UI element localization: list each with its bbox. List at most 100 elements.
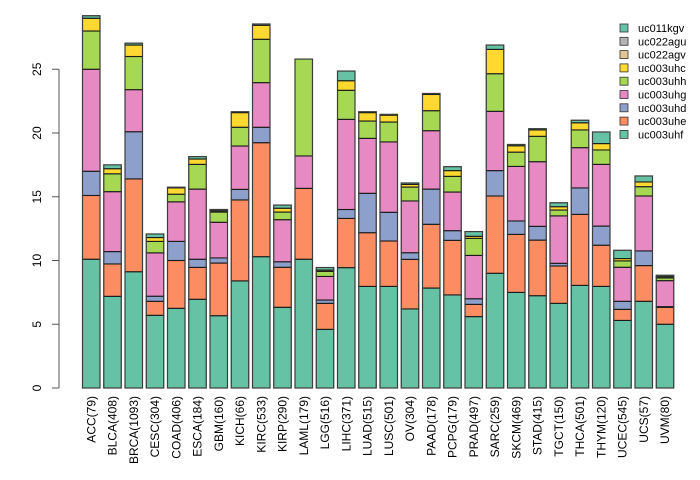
bar-segment-uc003uhg-stad (528, 161, 547, 227)
bar-segment-uc003uhd-esca (188, 258, 207, 268)
legend-label-uc003uhf: uc003uhf (638, 129, 684, 141)
bar-segment-uc003uhf-lusc (379, 285, 399, 389)
bar-outline (124, 42, 144, 389)
bar-segment-uc003uhc-blca (103, 168, 122, 175)
bar-segment-uc003uhe-lgg (315, 302, 335, 330)
bar-segment-uc003uhe-coad (166, 259, 186, 309)
bar-outline (294, 58, 314, 389)
bar-segment-uc003uhg-ucs (634, 195, 654, 252)
legend-swatch-uc022agv (619, 50, 629, 59)
bar-segment-uc003uhh-brca (124, 55, 144, 91)
bar-segment-uc003uhg-kich (230, 145, 250, 190)
bar-outline (591, 131, 611, 389)
bar-segment-uc003uhe-ov (400, 258, 420, 310)
bar-outline (655, 274, 675, 389)
bar-segment-uc003uhd-acc (81, 170, 101, 197)
legend-label-uc011kgv: uc011kgv (638, 23, 685, 35)
bar-segment-uc003uhe-thca (570, 213, 590, 286)
bar-segment-uc003uhh-acc (81, 30, 101, 70)
bar-segment-uc003uhf-gbm (209, 315, 229, 389)
bar-segment-uc003uhe-esca (188, 266, 207, 300)
bar-segment-uc011kgv-prad (464, 231, 484, 237)
bar-outline (315, 266, 335, 389)
bar-segment-uc003uhg-blca (103, 191, 122, 253)
bar-segment-uc003uhc-brca (124, 44, 144, 58)
bar-outline (549, 202, 569, 389)
bar-segment-uc003uhg-esca (188, 188, 207, 260)
bar-outline (421, 92, 441, 389)
bar-segment-uc003uhe-prad (464, 303, 484, 318)
bar-segment-uc003uhf-skcm (506, 291, 526, 389)
bar-segment-uc003uhg-sarc (485, 110, 505, 172)
bar-segment-uc003uhc-lihc (336, 80, 356, 91)
bar-segment-uc003uhg-acc (81, 68, 101, 172)
bar-segment-uc003uhd-prad (464, 298, 484, 305)
bar-segment-uc003uhd-blca (103, 251, 122, 265)
bar-segment-uc003uhh-paad (421, 110, 441, 132)
x-tick-label: LUSC(501) (382, 396, 396, 456)
bar-segment-uc003uhh-esca (188, 163, 207, 190)
bar-segment-uc003uhf-luad (358, 285, 377, 389)
bar-outline (230, 111, 250, 389)
bar-segment-uc003uhh-ucec (613, 260, 632, 268)
bar-segment-uc003uhc-cesc (145, 237, 165, 242)
bar-segment-uc003uhe-paad (421, 223, 441, 289)
bar-segment-uc003uhf-stad (528, 295, 547, 389)
bar-segment-uc003uhd-skcm (506, 220, 526, 235)
bar-segment-uc003uhc-lusc (379, 114, 399, 123)
bar-segment-uc003uhd-luad (358, 192, 377, 234)
bar-outline (443, 166, 462, 389)
bar-segment-uc003uhe-thym (591, 244, 611, 287)
bar-segment-uc003uhf-paad (421, 287, 441, 389)
y-tick-label: 15 (30, 190, 44, 204)
bar-segment-uc003uhh-pcpg (443, 175, 462, 193)
bar-segment-uc003uhe-uvm (655, 306, 675, 325)
bar-segment-uc003uhh-blca (103, 173, 122, 193)
bar-segment-uc003uhf-ucs (634, 300, 654, 389)
bar-segment-uc003uhf-laml (294, 258, 314, 389)
bar-segment-uc011kgv-thym (591, 131, 611, 145)
bar-segment-uc003uhe-gbm (209, 262, 229, 317)
bar-segment-uc003uhg-ucec (613, 266, 632, 302)
x-tick-label: THYM(120) (594, 396, 608, 458)
legend-label-uc003uhd: uc003uhd (638, 103, 686, 115)
bar-outline (103, 164, 122, 389)
bar-segment-uc003uhd-sarc (485, 170, 505, 197)
bar-segment-uc003uhf-ov (400, 308, 420, 389)
bar-segment-uc003uhf-ucec (613, 319, 632, 389)
bar-segment-uc011kgv-ucec (613, 249, 632, 260)
y-axis: 0 5 10 15 20 25 (30, 62, 60, 391)
bar-segment-uc003uhe-cesc (145, 300, 165, 316)
bar-segment-uc003uhe-lihc (336, 217, 356, 269)
bar-segment-uc003uhf-esca (188, 298, 207, 389)
bar-segment-uc003uhc-sarc (485, 48, 505, 75)
bar-segment-uc003uhd-kirc (251, 126, 271, 144)
bars-group (81, 15, 675, 389)
legend-swatch-uc003uhg (619, 90, 629, 99)
bar-segment-uc003uhe-acc (81, 194, 101, 260)
bar-segment-uc003uhc-luad (358, 112, 377, 122)
legend-swatch-uc022agu (619, 36, 629, 46)
x-tick-label: TGCT(150) (552, 396, 566, 457)
bar-segment-uc003uhc-paad (421, 93, 441, 112)
bar-outline (273, 204, 292, 389)
bar-segment-uc003uhd-brca (124, 131, 144, 180)
bar-segment-uc003uhh-thca (570, 129, 590, 149)
bar-segment-uc003uhf-thca (570, 284, 590, 389)
bar-segment-uc003uhf-tgct (549, 302, 569, 389)
legend-label-uc022agv: uc022agv (638, 50, 686, 62)
bar-outline (145, 233, 165, 389)
bar-segment-uc003uhh-stad (528, 135, 547, 163)
bar-segment-uc003uhe-blca (103, 263, 122, 297)
bar-segment-uc003uhg-tgct (549, 215, 569, 264)
bar-segment-uc003uhh-prad (464, 237, 484, 256)
bar-segment-uc003uhc-pcpg (443, 170, 462, 177)
bar-outline (400, 182, 420, 389)
bar-segment-uc003uhg-brca (124, 89, 144, 133)
bar-outline (358, 111, 377, 389)
x-tick-label: LUAD(515) (361, 396, 375, 456)
bar-outline (613, 249, 632, 389)
y-tick-label: 20 (30, 126, 44, 140)
bar-segment-uc003uhf-coad (166, 307, 186, 389)
